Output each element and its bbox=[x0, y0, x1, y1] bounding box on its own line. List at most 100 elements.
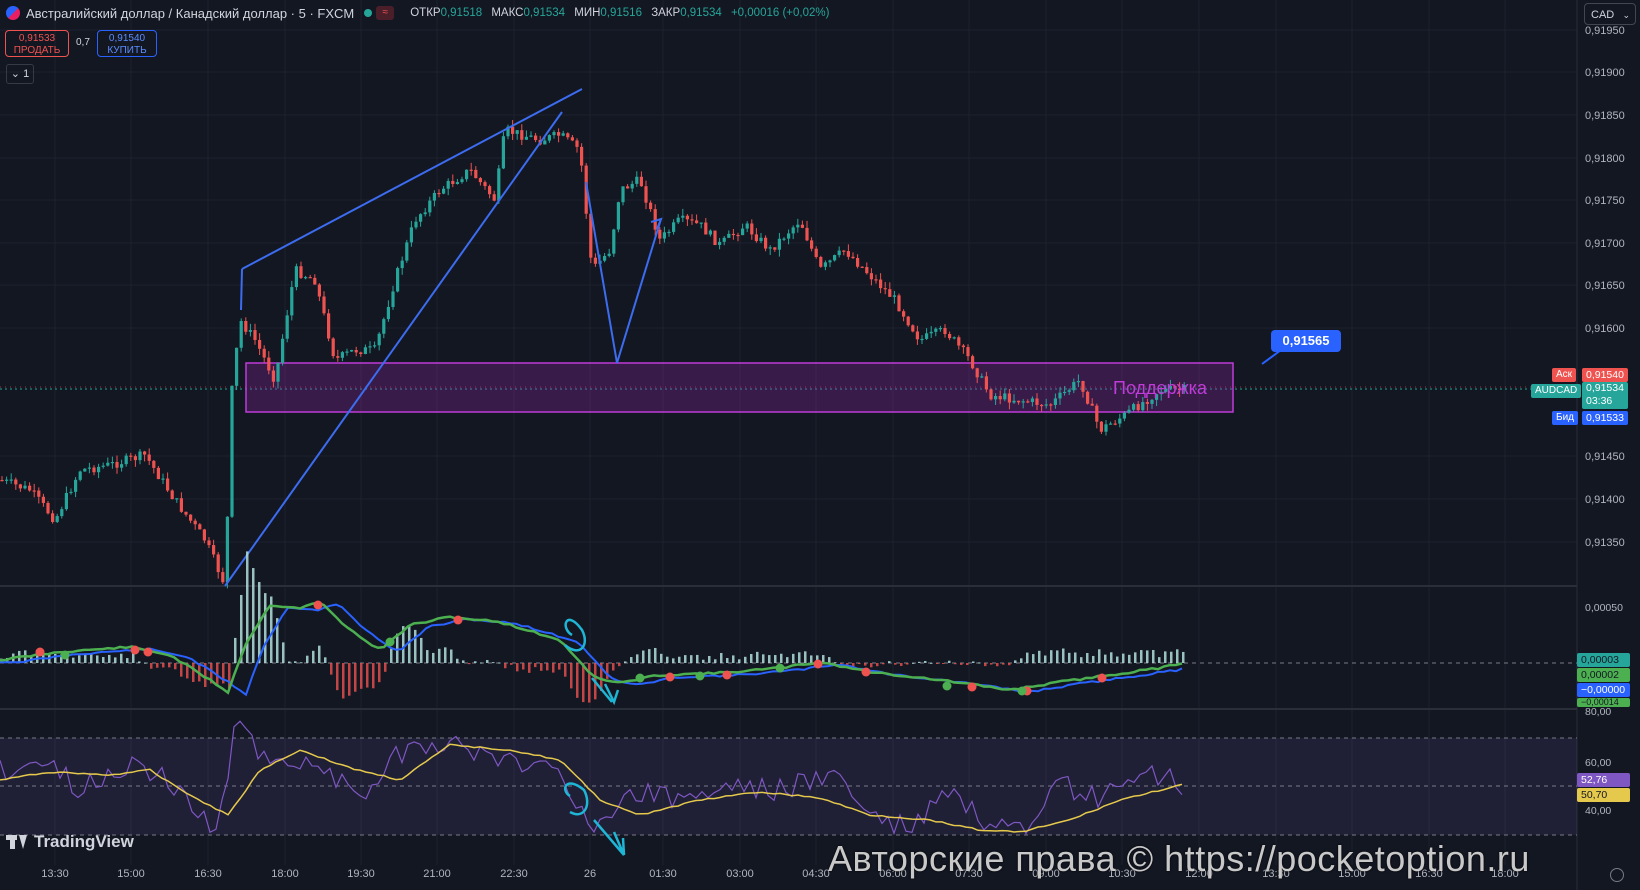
candle-body bbox=[1118, 418, 1122, 424]
ohlc-close-value: 0,91534 bbox=[680, 7, 722, 19]
macd-histogram-bar bbox=[1164, 651, 1167, 663]
price-axis-label: 0,91450 bbox=[1585, 451, 1625, 463]
macd-histogram-bar bbox=[162, 663, 165, 668]
symbol-title[interactable]: Австралийский доллар / Канадский доллар … bbox=[26, 5, 355, 21]
macd-histogram-bar bbox=[672, 658, 675, 663]
macd-histogram-bar bbox=[156, 663, 159, 668]
ohlc-open-value: 0,91518 bbox=[440, 7, 483, 19]
rsi-circle-annotation[interactable] bbox=[564, 782, 626, 856]
macd-histogram-bar bbox=[246, 551, 249, 663]
candle-body bbox=[662, 232, 666, 239]
rsi-axis-label: 60,00 bbox=[1585, 757, 1611, 769]
price-callout[interactable]: 0,91565 bbox=[1271, 330, 1341, 352]
macd-cross-dot bbox=[60, 650, 70, 660]
macd-histogram-bar bbox=[102, 657, 105, 663]
candle-body bbox=[952, 337, 956, 339]
macd-histogram-bar bbox=[930, 662, 933, 664]
callout-pointer[interactable] bbox=[1261, 349, 1282, 365]
candle-body bbox=[1026, 401, 1030, 403]
tradingview-logo[interactable]: TradingView bbox=[6, 832, 134, 852]
candle-body bbox=[239, 320, 243, 348]
price-axis-label: 0,91700 bbox=[1585, 238, 1625, 250]
macd-histogram-bar bbox=[180, 663, 183, 677]
macd-histogram-bar bbox=[984, 663, 987, 667]
market-badge: ≈ bbox=[376, 6, 395, 20]
macd-histogram-bar bbox=[780, 653, 783, 663]
market-status[interactable]: ≈ bbox=[364, 6, 395, 20]
macd-histogram-bar bbox=[126, 658, 129, 663]
candle-body bbox=[764, 237, 768, 249]
candle-body bbox=[658, 229, 662, 239]
macd-cross-dot bbox=[665, 672, 675, 682]
candle-body bbox=[290, 287, 294, 316]
macd-histogram-bar bbox=[978, 662, 981, 664]
candle-body bbox=[469, 169, 473, 171]
macd-histogram-bar bbox=[534, 663, 537, 668]
candle-body bbox=[55, 516, 59, 522]
candle-body bbox=[612, 229, 616, 254]
candle-body bbox=[69, 491, 73, 494]
price-axis[interactable]: 0,91950 0,91900 0,91850 0,91800 0,91750 0,917… bbox=[1585, 25, 1625, 549]
candle-body bbox=[630, 183, 634, 189]
candle-body bbox=[943, 328, 947, 335]
macd-histogram-bar bbox=[798, 652, 801, 663]
candle-body bbox=[791, 227, 795, 234]
candle-body bbox=[575, 140, 579, 147]
buy-button[interactable]: 0,91540 КУПИТЬ bbox=[97, 30, 157, 57]
candle-body bbox=[736, 234, 740, 237]
settings-icon[interactable] bbox=[1610, 868, 1624, 882]
time-axis-label: 19:30 bbox=[347, 868, 375, 880]
macd-histogram-bar bbox=[1008, 663, 1011, 666]
candle-body bbox=[14, 479, 18, 485]
candle-body bbox=[1067, 390, 1071, 392]
candle-body bbox=[419, 214, 423, 222]
ohlc-close-label: ЗАКР bbox=[651, 7, 681, 19]
macd-histogram-bar bbox=[1116, 656, 1119, 663]
macd-circle-annotation[interactable] bbox=[564, 618, 620, 706]
price-axis-label: 0,91900 bbox=[1585, 67, 1625, 79]
candle-body bbox=[1141, 402, 1145, 411]
candle-body bbox=[860, 266, 864, 268]
candle-body bbox=[699, 222, 703, 224]
sell-button[interactable]: 0,91533 ПРОДАТЬ bbox=[5, 30, 69, 57]
ask-price-tag: 0,91540 bbox=[1582, 368, 1628, 382]
candle-body bbox=[782, 238, 786, 240]
macd-histogram-bar bbox=[78, 655, 81, 663]
time-axis-label: 26 bbox=[584, 868, 596, 880]
macd-histogram-bar bbox=[438, 648, 441, 663]
macd-cross-dot bbox=[967, 682, 977, 692]
macd-histogram-bar bbox=[654, 647, 657, 663]
time-axis[interactable]: 13:30 15:00 16:30 18:00 19:30 21:00 22:30 26 01:… bbox=[41, 868, 1519, 880]
candle-body bbox=[1007, 393, 1011, 403]
zigzag-drawing[interactable] bbox=[585, 181, 663, 364]
currency-select[interactable]: CAD ⌄ bbox=[1584, 3, 1636, 25]
support-zone[interactable] bbox=[245, 362, 1234, 413]
macd-histogram-bar bbox=[834, 662, 837, 664]
macd-cross-dot bbox=[635, 673, 645, 683]
macd-histogram-bar bbox=[294, 661, 297, 663]
macd-histogram-bar bbox=[816, 655, 819, 663]
wedge-drawing[interactable] bbox=[224, 88, 583, 587]
macd-histogram-bar bbox=[432, 652, 435, 663]
ohlc-low-label: МИН bbox=[574, 7, 601, 19]
macd-histogram-bar bbox=[414, 629, 417, 663]
tradingview-logo-icon bbox=[6, 835, 28, 849]
time-axis-label: 04:30 bbox=[802, 868, 830, 880]
candle-body bbox=[920, 338, 924, 341]
time-axis-label: 06:00 bbox=[879, 868, 907, 880]
candle-body bbox=[129, 455, 133, 457]
macd-histogram-bar bbox=[660, 653, 663, 663]
bar-countdown: 03:36 bbox=[1586, 395, 1613, 407]
indicators-collapse-button[interactable]: ⌄ 1 bbox=[6, 64, 34, 84]
macd-histogram-bar bbox=[252, 568, 255, 663]
macd-cross-dot bbox=[143, 647, 153, 657]
macd-histogram-bar bbox=[90, 653, 93, 663]
time-axis-label: 03:00 bbox=[726, 868, 754, 880]
candle-body bbox=[317, 284, 321, 297]
candle-body bbox=[1127, 409, 1131, 413]
candle-body bbox=[998, 396, 1002, 400]
candle-body bbox=[925, 333, 929, 339]
price-axis-label: 0,91800 bbox=[1585, 153, 1625, 165]
rsi-ma-tag: 50,70 bbox=[1577, 788, 1630, 802]
